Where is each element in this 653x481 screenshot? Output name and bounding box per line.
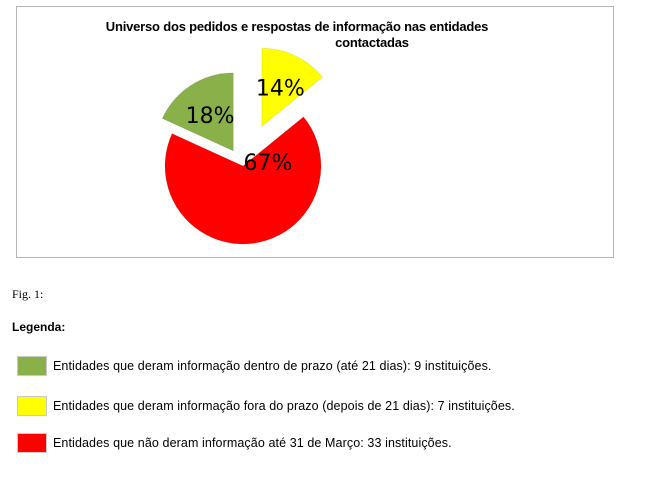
chart-title-line-1: Universo dos pedidos e respostas de info… [105,19,489,34]
pie-slice-label: 14% [256,77,305,102]
legend-swatch-green [17,356,47,376]
legend-swatch-red [17,433,47,453]
legend-item-label: Entidades que não deram informação até 3… [53,436,452,450]
legend-item-late: Entidades que deram informação fora do p… [17,395,515,417]
pie-slice-label: 67% [244,151,293,176]
pie-slice [161,72,234,152]
chart-container: Universo dos pedidos e respostas de info… [16,6,614,258]
pie-slice [261,47,324,128]
legend-item-label: Entidades que deram informação dentro de… [53,359,492,373]
legend-heading: Legenda: [12,320,66,334]
legend-item-no-answer: Entidades que não deram informação até 3… [17,432,452,454]
legend-swatch-yellow [17,396,47,416]
figure-caption: Fig. 1: [12,287,44,301]
pie-slice-label: 18% [186,104,235,129]
chart-title: Universo dos pedidos e respostas de info… [67,19,527,51]
legend-item-on-time: Entidades que deram informação dentro de… [17,355,492,377]
legend-item-label: Entidades que deram informação fora do p… [53,399,515,413]
pie-chart: 18% 14% 67% [161,47,324,245]
pie-slice [164,116,322,245]
chart-title-line-2: contactadas [335,35,409,50]
